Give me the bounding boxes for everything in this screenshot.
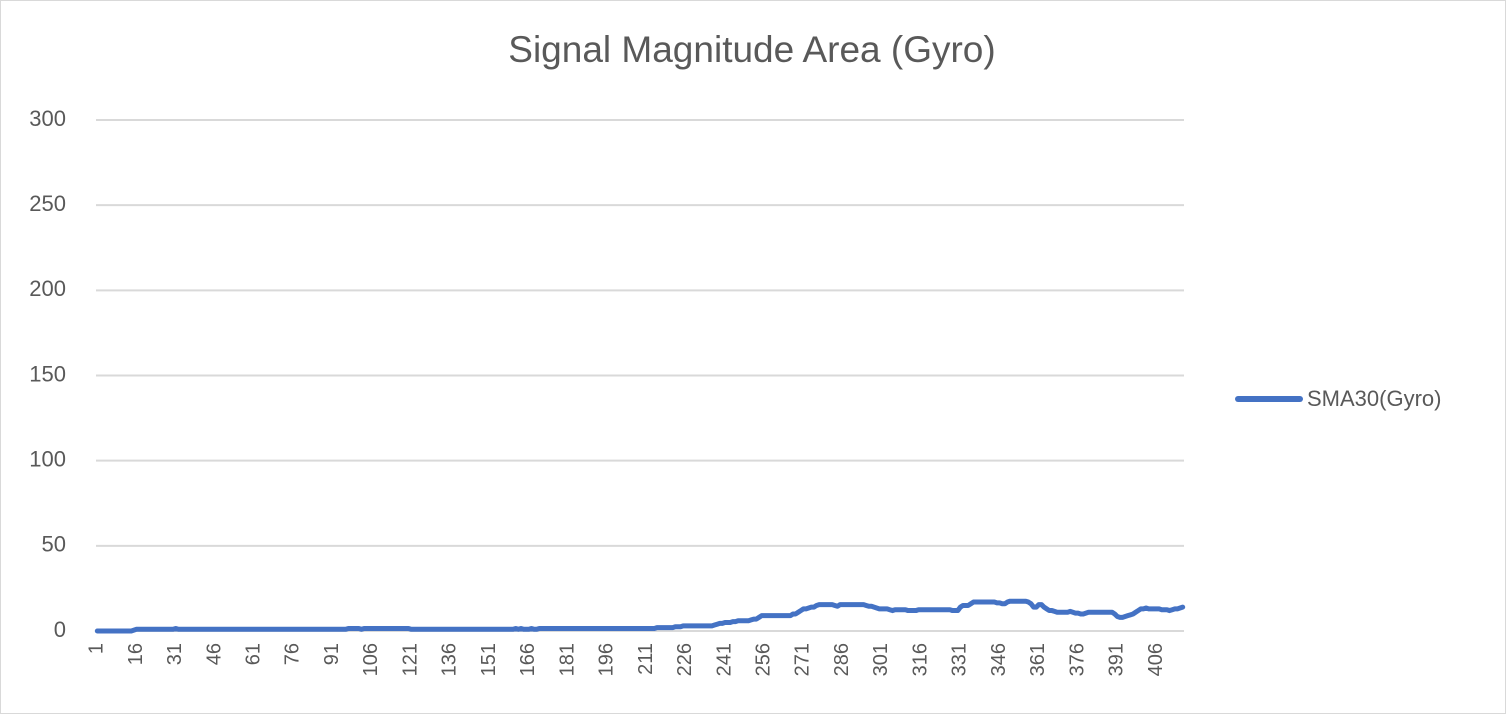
x-tick-label: 256 bbox=[753, 643, 775, 676]
x-tick-label: 91 bbox=[321, 643, 343, 665]
x-tick-label: 271 bbox=[792, 643, 814, 676]
x-tick-label: 361 bbox=[1027, 643, 1049, 676]
x-tick-label: 46 bbox=[203, 643, 225, 665]
data-line bbox=[94, 598, 1186, 634]
x-tick-label: 286 bbox=[831, 643, 853, 676]
x-tick-label: 211 bbox=[635, 643, 657, 675]
x-tick-label: 151 bbox=[478, 643, 500, 676]
x-tick-label: 106 bbox=[360, 643, 382, 676]
x-tick-label: 121 bbox=[399, 643, 421, 676]
x-tick-label: 1 bbox=[86, 643, 108, 654]
x-tick-label: 331 bbox=[949, 643, 971, 676]
x-tick-label: 136 bbox=[439, 643, 461, 676]
x-tick-label: 61 bbox=[243, 643, 265, 665]
x-tick-label: 346 bbox=[988, 643, 1010, 676]
x-tick-label: 241 bbox=[713, 643, 735, 676]
x-tick-label: 406 bbox=[1145, 643, 1167, 676]
y-tick-label: 150 bbox=[29, 361, 66, 386]
chart-title: Signal Magnitude Area (Gyro) bbox=[508, 29, 995, 70]
y-tick-label: 200 bbox=[29, 276, 66, 301]
x-tick-label: 76 bbox=[282, 643, 304, 665]
x-tick-label: 376 bbox=[1066, 643, 1088, 676]
y-tick-label: 100 bbox=[29, 446, 66, 471]
legend-label: SMA30(Gyro) bbox=[1307, 386, 1441, 411]
y-tick-label: 50 bbox=[42, 532, 66, 557]
x-tick-label: 181 bbox=[556, 643, 578, 676]
x-tick-label: 16 bbox=[125, 643, 147, 665]
y-tick-label: 250 bbox=[29, 191, 66, 216]
x-tick-label: 166 bbox=[517, 643, 539, 676]
x-tick-label: 196 bbox=[596, 643, 618, 676]
x-tick-label: 301 bbox=[870, 643, 892, 676]
x-tick-label: 31 bbox=[164, 643, 186, 665]
x-tick-label: 316 bbox=[909, 643, 931, 676]
y-tick-label: 300 bbox=[29, 106, 66, 131]
x-tick-label: 391 bbox=[1106, 643, 1128, 676]
y-tick-label: 0 bbox=[54, 617, 66, 642]
x-tick-label: 226 bbox=[674, 643, 696, 676]
